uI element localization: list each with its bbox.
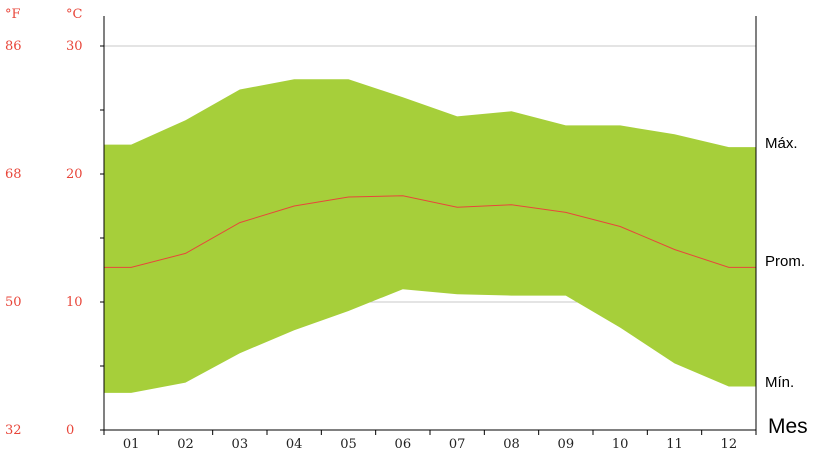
average-series-line (104, 195, 756, 268)
celsius-tick-label: 20 (66, 167, 83, 182)
month-tick-label: 08 (503, 437, 520, 452)
celsius-tick-label: 30 (66, 39, 83, 54)
series-label-max: Máx. (765, 135, 798, 152)
celsius-tick-label: 10 (66, 295, 83, 310)
series-label-min: Mín. (765, 374, 794, 391)
month-tick-label: 09 (558, 437, 575, 452)
axes (100, 16, 757, 435)
x-axis-label: Mes (768, 415, 808, 438)
month-tick-label: 07 (449, 437, 466, 452)
fahrenheit-tick-label: 68 (5, 167, 22, 182)
celsius-tick-label: 0 (66, 423, 74, 438)
month-tick-label: 04 (286, 437, 303, 452)
tick-labels: 0 10 20 30 32 50 68 86 01 02 03 04 05 06 07 08 09 10 11 12 (5, 39, 737, 452)
month-tick-label: 10 (612, 437, 629, 452)
series-label-avg: Prom. (765, 253, 805, 270)
month-tick-label: 05 (340, 437, 357, 452)
fahrenheit-tick-label: 50 (5, 295, 22, 310)
month-tick-label: 03 (232, 437, 249, 452)
fahrenheit-unit-label: °F (5, 7, 21, 22)
average-line (104, 195, 756, 268)
month-tick-label: 11 (666, 437, 683, 452)
celsius-unit-label: °C (66, 7, 83, 22)
max-min-area (104, 79, 756, 393)
fahrenheit-tick-label: 86 (5, 39, 22, 54)
fahrenheit-tick-label: 32 (5, 423, 22, 438)
month-tick-label: 12 (721, 437, 738, 452)
month-tick-label: 02 (177, 437, 194, 452)
temperature-band (104, 79, 756, 393)
month-tick-label: 01 (123, 437, 140, 452)
month-tick-label: 06 (395, 437, 412, 452)
